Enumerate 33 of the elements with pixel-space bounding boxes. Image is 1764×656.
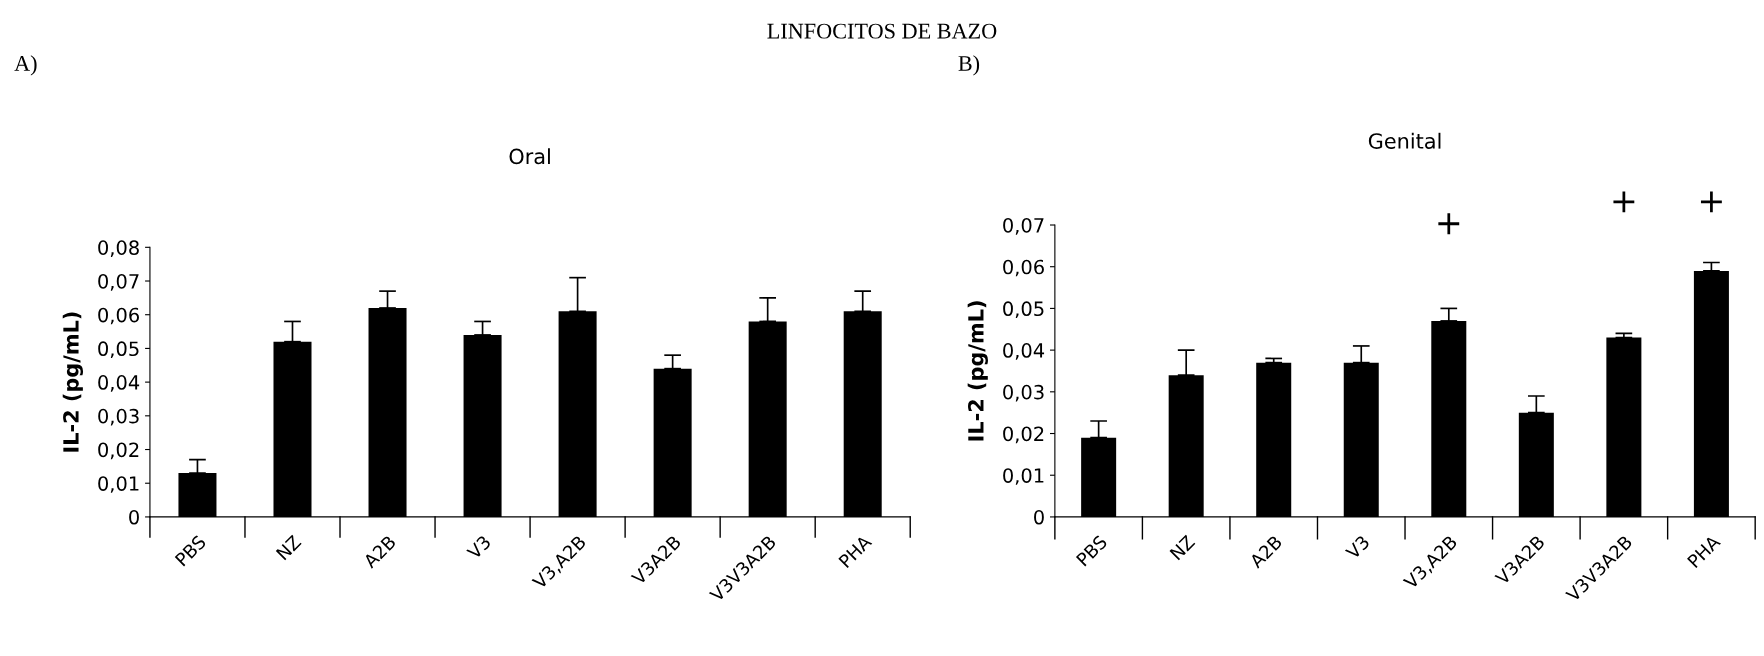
y-tick-label: 0,05 [98, 341, 139, 359]
chart-title: Genital [1368, 132, 1441, 149]
annotation: + [1438, 213, 1460, 235]
x-tick-label: V3 [466, 534, 492, 561]
x-tick-label: PHA [838, 534, 873, 569]
y-tick-label: 0,01 [98, 476, 139, 493]
y-tick-label: 0 [1034, 509, 1044, 525]
y-tick-label: 0,07 [98, 273, 139, 291]
y-tick-label: 0 [129, 509, 139, 525]
y-tick-label: 0,05 [1003, 301, 1044, 319]
text: + [1613, 191, 1635, 213]
y-tick-label: 0,07 [1003, 217, 1044, 235]
text: A) [14, 55, 37, 76]
y-tick-label: 0,01 [1003, 468, 1044, 485]
y-tick-label: 0,04 [1003, 343, 1045, 360]
y-tick-label: 0,06 [98, 307, 139, 325]
y-tick-label: 0,08 [98, 240, 139, 257]
x-tick-label: V3 [1344, 534, 1371, 561]
y-tick-label: 0,02 [1003, 426, 1044, 444]
text: B) [958, 55, 980, 76]
x-tick-label: NZ [1169, 534, 1196, 561]
chart-title: Oral [509, 148, 550, 165]
y-tick-label: 0,06 [1003, 259, 1044, 277]
y-axis-title: IL-2 (pg/mL) [967, 301, 988, 441]
text: LINFOCITOS DE BAZO [767, 23, 997, 39]
x-tick-label: NZ [275, 534, 302, 561]
text: + [1700, 191, 1722, 213]
y-tick-label: 0,03 [1003, 384, 1044, 402]
y-tick-label: 0,02 [98, 442, 139, 460]
y-tick-label: 0,03 [98, 408, 139, 426]
x-tick-label: PHA [1687, 534, 1722, 569]
y-axis-title: IL-2 (pg/mL) [62, 312, 84, 452]
y-tick-label: 0,04 [98, 375, 140, 392]
